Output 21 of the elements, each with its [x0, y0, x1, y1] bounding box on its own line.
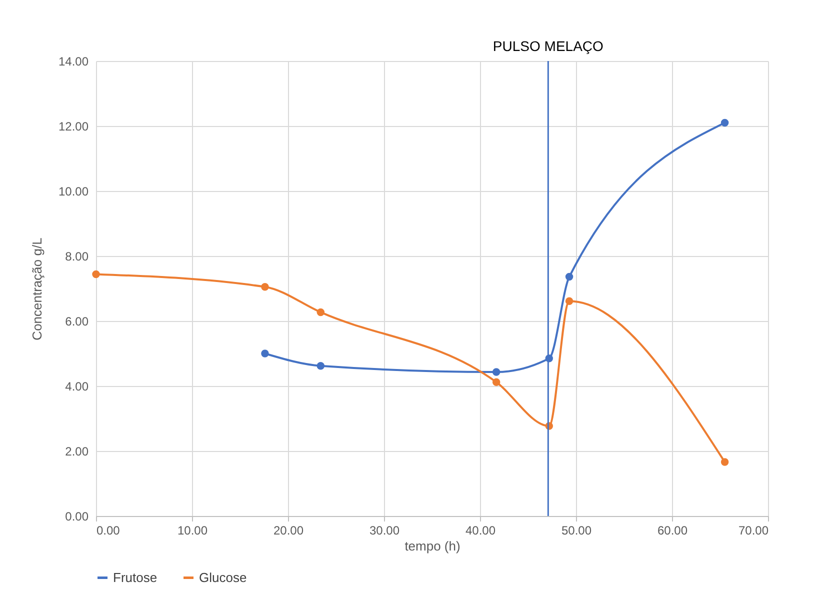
y-tick-label: 0.00 [65, 510, 89, 524]
x-tick-label: 50.00 [561, 524, 592, 538]
x-axis-title: tempo (h) [404, 538, 460, 554]
ref-line-label: PULSO MELAÇO [492, 38, 604, 54]
x-tick-label: 60.00 [657, 524, 688, 538]
x-tick-label: 20.00 [273, 524, 304, 538]
x-tick-label: 10.00 [177, 524, 208, 538]
legend-label: Frutose [113, 570, 158, 585]
y-axis-title: Concentração g/L [29, 238, 44, 340]
y-tick-label: 4.00 [65, 380, 89, 394]
y-tick-label: 14.00 [58, 54, 89, 68]
x-tick-label: 40.00 [465, 524, 496, 538]
legend-label: Glucose [199, 570, 247, 585]
y-tick-label: 12.00 [58, 120, 89, 134]
y-tick-label: 8.00 [65, 250, 89, 264]
x-tick-label: 70.00 [738, 524, 769, 538]
x-tick-label: 30.00 [369, 524, 400, 538]
y-tick-label: 6.00 [65, 314, 89, 328]
x-tick-label: 0.00 [96, 524, 120, 538]
y-tick-label: 2.00 [65, 444, 89, 458]
y-tick-label: 10.00 [58, 184, 89, 198]
